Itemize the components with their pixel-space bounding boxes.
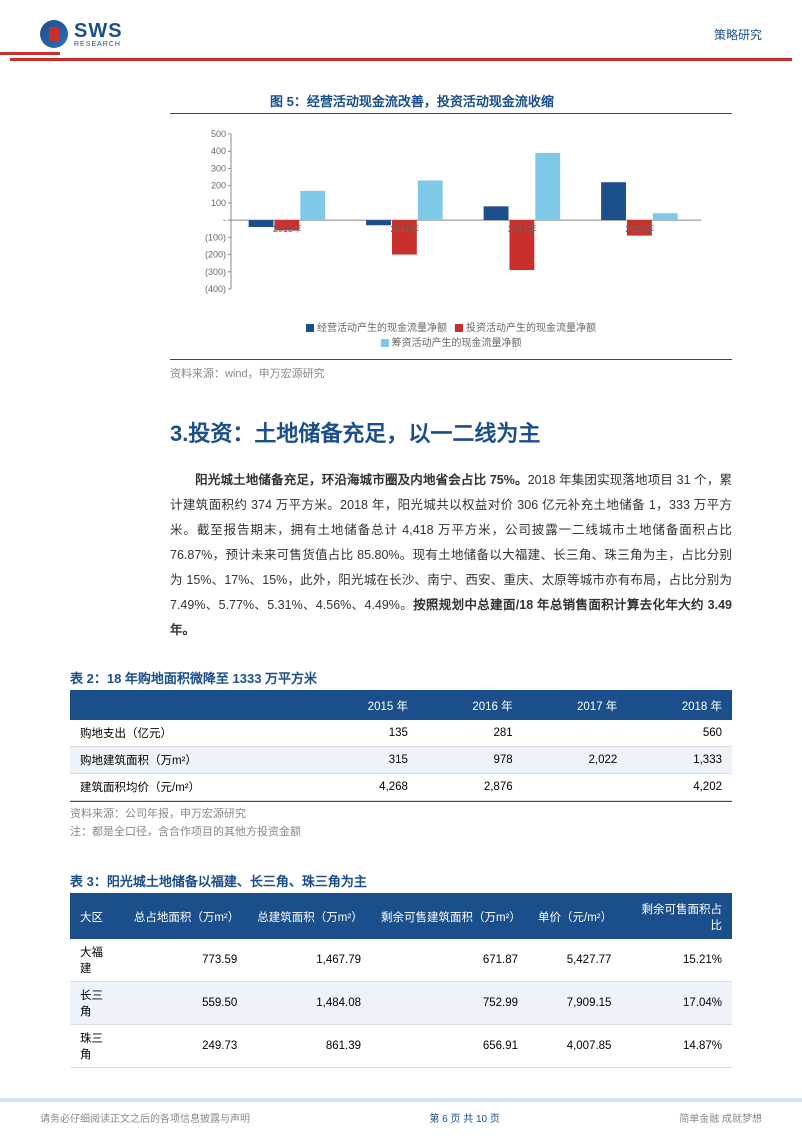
figure5-chart: (400) (300) (200) (100) - 100 200 300 400 500 2015… xyxy=(170,119,732,359)
svg-text:(300): (300) xyxy=(205,267,226,277)
svg-text:300: 300 xyxy=(211,163,226,173)
figure5-legend: 经营活动产生的现金流量净额投资活动产生的现金流量净额筹资活动产生的现金流量净额 xyxy=(170,319,732,349)
table-cell: 4,007.85 xyxy=(528,1025,621,1068)
svg-text:2016年: 2016年 xyxy=(390,223,419,234)
table-cell: 购地建筑面积（万m²） xyxy=(70,747,313,774)
table-cell: 249.73 xyxy=(124,1025,247,1068)
table-cell xyxy=(523,774,628,801)
table-cell: 559.50 xyxy=(124,982,247,1025)
header: SWS RESEARCH 策略研究 xyxy=(0,0,802,58)
table-row: 大福建773.591,467.79671.875,427.7715.21% xyxy=(70,939,732,982)
svg-text:200: 200 xyxy=(211,181,226,191)
footer: 请务必仔细阅读正文之后的各项信息披露与声明 第 6 页 共 10 页 简单金融 … xyxy=(0,1098,802,1140)
legend-item: 筹资活动产生的现金流量净额 xyxy=(381,334,522,349)
section3-paragraph: 阳光城土地储备充足，环沿海城市圈及内地省会占比 75%。2018 年集团实现落地… xyxy=(170,468,732,643)
content: 图 5：经营活动现金流改善，投资活动现金流收缩 (400)(300)(200)(… xyxy=(0,91,802,1068)
section3-title: 3.投资：土地储备充足，以一二线为主 xyxy=(170,416,732,448)
svg-text:(100): (100) xyxy=(205,232,226,242)
table-cell: 560 xyxy=(627,720,732,747)
table-header: 大区 xyxy=(70,894,124,939)
table-cell: 珠三角 xyxy=(70,1025,124,1068)
logo-text-wrap: SWS RESEARCH xyxy=(74,20,123,48)
table-header: 总占地面积（万m²） xyxy=(124,894,247,939)
table-cell: 建筑面积均价（元/m²） xyxy=(70,774,313,801)
logo: SWS RESEARCH xyxy=(40,20,123,48)
table-header: 2015 年 xyxy=(313,691,418,720)
table-cell: 15.21% xyxy=(621,939,732,982)
table-header: 总建筑面积（万m²） xyxy=(247,894,371,939)
footer-center: 第 6 页 共 10 页 xyxy=(429,1110,500,1125)
svg-text:(200): (200) xyxy=(205,250,226,260)
table2-source-text: 资料来源：公司年报，申万宏源研究 xyxy=(70,808,246,820)
svg-text:2017年: 2017年 xyxy=(508,223,537,234)
table2-title: 表 2：18 年购地面积微降至 1333 万平方米 xyxy=(70,668,732,690)
table3: 大区总占地面积（万m²）总建筑面积（万m²）剩余可售建筑面积（万m²）单价（元/… xyxy=(70,893,732,1068)
table-header: 2018 年 xyxy=(627,691,732,720)
table-cell xyxy=(523,720,628,747)
table-cell: 978 xyxy=(418,747,523,774)
footer-right: 简单金融 成就梦想 xyxy=(679,1110,762,1125)
table-cell: 1,484.08 xyxy=(247,982,371,1025)
header-divider xyxy=(10,58,792,61)
table-cell: 752.99 xyxy=(371,982,528,1025)
header-category: 策略研究 xyxy=(714,26,762,43)
table-cell: 135 xyxy=(313,720,418,747)
table-header: 剩余可售面积占比 xyxy=(621,894,732,939)
svg-text:-: - xyxy=(223,215,226,225)
table-row: 长三角559.501,484.08752.997,909.1517.04% xyxy=(70,982,732,1025)
table-header xyxy=(70,691,313,720)
table-row: 建筑面积均价（元/m²）4,2682,876 4,202 xyxy=(70,774,732,801)
logo-icon xyxy=(40,20,68,48)
table-cell: 671.87 xyxy=(371,939,528,982)
svg-text:2018年: 2018年 xyxy=(625,223,654,234)
para-bold-lead: 阳光城土地储备充足，环沿海城市圈及内地省会占比 75%。 xyxy=(195,473,528,487)
table-cell: 4,202 xyxy=(627,774,732,801)
footer-left: 请务必仔细阅读正文之后的各项信息披露与声明 xyxy=(40,1110,250,1125)
table-header: 2016 年 xyxy=(418,691,523,720)
svg-text:2015年: 2015年 xyxy=(273,223,302,234)
svg-text:500: 500 xyxy=(211,129,226,139)
page: SWS RESEARCH 策略研究 图 5：经营活动现金流改善，投资活动现金流收… xyxy=(0,0,802,1140)
table-cell: 1,467.79 xyxy=(247,939,371,982)
table-cell: 656.91 xyxy=(371,1025,528,1068)
table-row: 珠三角249.73861.39656.914,007.8514.87% xyxy=(70,1025,732,1068)
table-cell: 17.04% xyxy=(621,982,732,1025)
table2-source: 资料来源：公司年报，申万宏源研究 注：都是全口径，含合作项目的其他方投资金额 xyxy=(70,801,732,841)
table-cell: 773.59 xyxy=(124,939,247,982)
table-cell: 5,427.77 xyxy=(528,939,621,982)
table-header: 剩余可售建筑面积（万m²） xyxy=(371,894,528,939)
table2-note: 注：都是全口径，含合作项目的其他方投资金额 xyxy=(70,826,301,838)
svg-text:400: 400 xyxy=(211,146,226,156)
table-cell: 1,333 xyxy=(627,747,732,774)
figure5-source: 资料来源：wind，申万宏源研究 xyxy=(170,359,732,381)
logo-text: SWS xyxy=(74,20,123,43)
cashflow-bar-chart: (400) (300) (200) (100) - 100 200 300 400 500 2015… xyxy=(170,129,732,309)
table-row: 购地建筑面积（万m²）3159782,0221,333 xyxy=(70,747,732,774)
svg-text:100: 100 xyxy=(211,198,226,208)
table2: 2015 年2016 年2017 年2018 年购地支出（亿元）135281 56… xyxy=(70,690,732,801)
svg-text:(400): (400) xyxy=(205,284,226,294)
table-cell: 2,022 xyxy=(523,747,628,774)
legend-item: 经营活动产生的现金流量净额 xyxy=(306,319,447,334)
table-header: 2017 年 xyxy=(523,691,628,720)
figure5-wrap: 图 5：经营活动现金流改善，投资活动现金流收缩 xyxy=(70,91,732,114)
figure5-title: 图 5：经营活动现金流改善，投资活动现金流收缩 xyxy=(170,91,732,114)
table-cell: 14.87% xyxy=(621,1025,732,1068)
table-cell: 861.39 xyxy=(247,1025,371,1068)
table-cell: 4,268 xyxy=(313,774,418,801)
table-header: 单价（元/m²） xyxy=(528,894,621,939)
para-body: 2018 年集团实现落地项目 31 个，累计建筑面积约 374 万平方米。201… xyxy=(170,473,732,612)
table-cell: 315 xyxy=(313,747,418,774)
legend-item: 投资活动产生的现金流量净额 xyxy=(455,319,596,334)
table-row: 购地支出（亿元）135281 560 xyxy=(70,720,732,747)
logo-subtext: RESEARCH xyxy=(74,41,123,48)
table-cell: 7,909.15 xyxy=(528,982,621,1025)
table-cell: 长三角 xyxy=(70,982,124,1025)
table-cell: 购地支出（亿元） xyxy=(70,720,313,747)
table-cell: 2,876 xyxy=(418,774,523,801)
table-cell: 大福建 xyxy=(70,939,124,982)
table-cell: 281 xyxy=(418,720,523,747)
table3-title: 表 3：阳光城土地储备以福建、长三角、珠三角为主 xyxy=(70,871,732,893)
